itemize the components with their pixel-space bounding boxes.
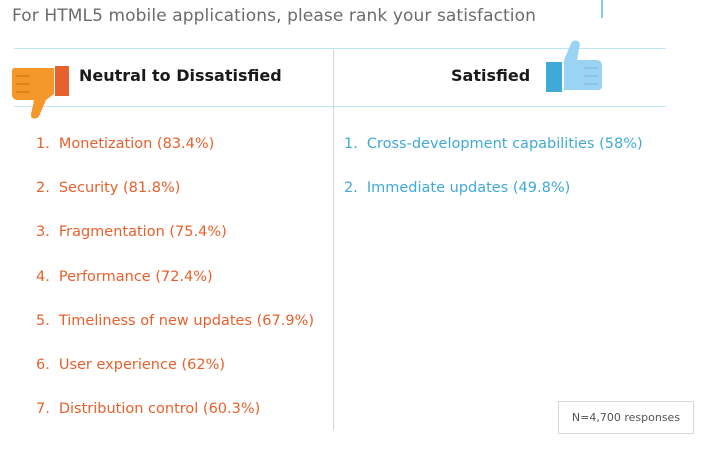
item-label: Immediate updates (49.8%) bbox=[366, 179, 571, 196]
item-label: Security (81.8%) bbox=[58, 180, 181, 197]
list-item: 3. Fragmentation (75.4%) bbox=[36, 224, 314, 268]
positive-header: Satisfied bbox=[451, 66, 531, 85]
header-top-divider bbox=[14, 48, 666, 49]
item-rank: 4. bbox=[36, 268, 50, 285]
item-rank: 2. bbox=[36, 180, 50, 197]
list-item: 2. Immediate updates (49.8%) bbox=[344, 180, 643, 224]
list-item: 7. Distribution control (60.3%) bbox=[36, 401, 314, 445]
item-rank: 1. bbox=[36, 136, 50, 152]
list-item: 1. Cross-development capabilities (58%) bbox=[344, 136, 643, 180]
item-label: Monetization (83.4%) bbox=[58, 136, 215, 152]
item-label: Cross-development capabilities (58%) bbox=[366, 136, 643, 152]
header-bottom-divider bbox=[14, 106, 666, 107]
negative-header: Neutral to Dissatisfied bbox=[79, 66, 282, 85]
thumbs-up-icon bbox=[544, 38, 604, 98]
item-label: Performance (72.4%) bbox=[58, 268, 213, 285]
negative-list: 1. Monetization (83.4%) 2. Security (81.8%… bbox=[36, 136, 314, 445]
item-label: User experience (62%) bbox=[58, 356, 226, 373]
item-label: Timeliness of new updates (67.9%) bbox=[58, 312, 315, 329]
item-rank: 2. bbox=[344, 179, 358, 196]
response-count-note: N=4,700 responses bbox=[558, 401, 694, 434]
column-divider bbox=[333, 50, 334, 430]
item-label: Fragmentation (75.4%) bbox=[58, 224, 227, 241]
item-label: Distribution control (60.3%) bbox=[58, 401, 261, 418]
item-rank: 3. bbox=[36, 224, 50, 241]
positive-list: 1. Cross-development capabilities (58%) 2… bbox=[344, 136, 643, 223]
list-item: 6. User experience (62%) bbox=[36, 357, 314, 401]
thumbs-down-icon bbox=[10, 60, 70, 126]
accent-tick bbox=[601, 0, 603, 18]
list-item: 4. Performance (72.4%) bbox=[36, 269, 314, 313]
item-rank: 7. bbox=[36, 401, 50, 418]
list-item: 2. Security (81.8%) bbox=[36, 180, 314, 224]
list-item: 5. Timeliness of new updates (67.9%) bbox=[36, 313, 314, 357]
list-item: 1. Monetization (83.4%) bbox=[36, 136, 314, 180]
item-rank: 6. bbox=[36, 356, 50, 373]
item-rank: 1. bbox=[344, 136, 358, 152]
chart-title: For HTML5 mobile applications, please ra… bbox=[12, 6, 536, 26]
item-rank: 5. bbox=[36, 312, 50, 329]
